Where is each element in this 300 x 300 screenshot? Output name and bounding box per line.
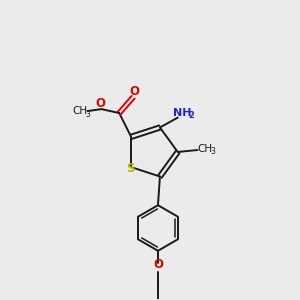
Text: S: S (126, 162, 134, 175)
Text: O: O (153, 258, 163, 271)
Text: 3: 3 (85, 110, 91, 118)
Text: O: O (95, 97, 105, 110)
Text: 2: 2 (188, 111, 194, 120)
Text: CH: CH (197, 144, 212, 154)
Text: O: O (129, 85, 139, 98)
Text: NH: NH (173, 108, 192, 118)
Text: 3: 3 (211, 148, 215, 157)
Text: CH: CH (72, 106, 87, 116)
